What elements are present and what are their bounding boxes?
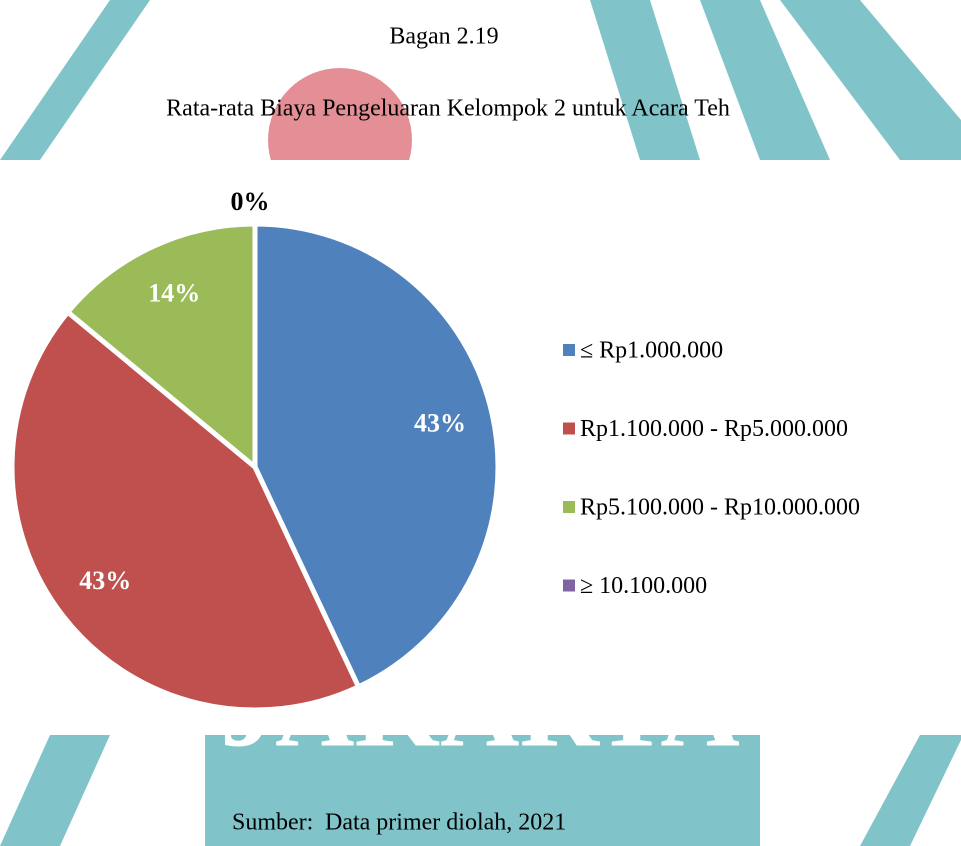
pie-slice <box>64 221 258 473</box>
watermark-text: JAKARTA <box>220 647 740 769</box>
legend-label: Rp5.100.000 - Rp10.000.000 <box>580 495 860 521</box>
pie-slice <box>252 221 501 691</box>
chart-subtitle: Rata-rata Biaya Pengeluaran Kelompok 2 u… <box>166 96 730 122</box>
chart-title: Bagan 2.19 <box>389 24 498 50</box>
legend-label: ≥ 10.100.000 <box>580 573 707 599</box>
watermark-bottom: JAKARTA <box>0 647 961 846</box>
legend-swatch <box>563 579 575 592</box>
legend-swatch <box>563 344 575 356</box>
source: Data primer diolah, 2021 <box>325 810 566 836</box>
pie-slice <box>9 308 362 713</box>
legend-swatch <box>563 422 575 435</box>
legend-swatch <box>563 501 575 513</box>
data-label: 43% <box>414 409 466 438</box>
source-label: Sumber: <box>232 810 313 836</box>
data-label: 0% <box>231 187 270 216</box>
data-label: 14% <box>148 278 200 307</box>
pie: 43% 43% 14% 0% ≤ Rp1.000.000 Rp1.100.000 - Rp… <box>9 187 860 713</box>
legend-label: ≤ Rp1.000.000 <box>580 338 723 364</box>
data-label: 43% <box>79 566 131 595</box>
legend-label: Rp1.100.000 - Rp5.000.000 <box>580 416 848 442</box>
watermark-top <box>0 0 961 160</box>
